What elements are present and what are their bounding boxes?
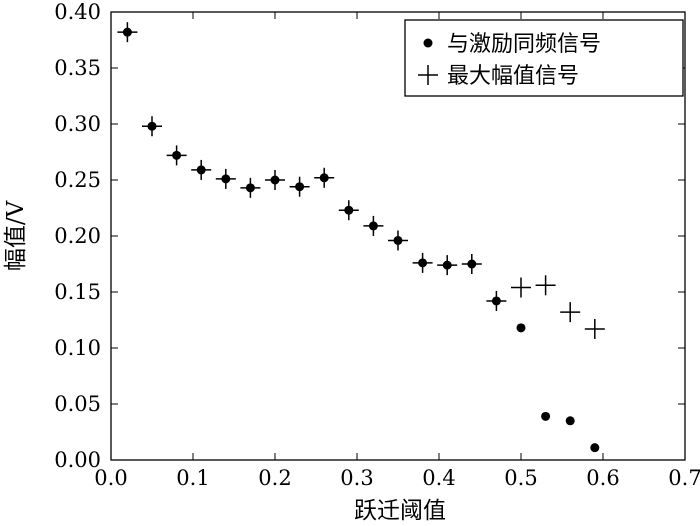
data-point-plus: [166, 145, 187, 166]
data-point-plus: [388, 230, 408, 251]
x-tick-label: 0.7: [668, 466, 700, 490]
y-tick-label: 0.00: [54, 448, 101, 472]
y-tick-label: 0.15: [54, 280, 101, 304]
legend-box: [404, 19, 684, 97]
y-axis-label: 幅值/V: [3, 200, 29, 271]
y-tick-label: 0.35: [54, 56, 101, 80]
data-point-dot: [541, 411, 551, 421]
legend-label-series-2: 最大幅值信号: [447, 64, 579, 89]
data-point-dot: [565, 416, 575, 426]
data-point-plus: [437, 255, 458, 276]
data-point-plus: [511, 277, 531, 298]
x-tick-label: 0.2: [258, 466, 291, 490]
y-tick-label: 0.25: [54, 168, 101, 192]
data-point-dot: [590, 443, 600, 453]
x-tick-label: 0.6: [586, 466, 619, 490]
data-point-plus: [240, 177, 261, 198]
x-tick-label: 0.4: [422, 466, 455, 490]
legend: 与激励同频信号 最大幅值信号: [404, 19, 684, 97]
data-point-plus: [117, 22, 138, 43]
data-point-plus: [265, 170, 285, 190]
plot-axes: 0.0 0.1 0.2 0.3 0.4 0.5 0.6 0.7 0.00 0.05 0.10 0.15…: [54, 0, 700, 490]
data-point-plus: [191, 159, 212, 180]
legend-label-series-1: 与激励同频信号: [447, 32, 601, 57]
x-tick-label: 0.0: [94, 466, 127, 490]
data-point-plus: [363, 215, 384, 236]
y-tick-label: 0.40: [54, 0, 101, 24]
data-point-plus: [289, 176, 310, 197]
data-point-plus: [314, 167, 335, 188]
x-tick-label: 0.1: [176, 466, 209, 490]
y-tick-label: 0.20: [54, 224, 101, 248]
data-point-plus: [535, 275, 556, 296]
data-point-plus: [560, 302, 581, 323]
data-marks: [117, 22, 605, 453]
y-tick-label: 0.30: [54, 112, 101, 136]
data-point-plus: [461, 254, 482, 274]
data-point-plus: [142, 116, 162, 137]
x-tick-label: 0.3: [340, 466, 373, 490]
legend-marker-dot: [423, 38, 433, 48]
data-point-dot: [516, 323, 526, 333]
data-point-plus: [584, 318, 605, 339]
data-point-plus: [215, 168, 236, 189]
y-tick-label: 0.10: [54, 336, 101, 360]
x-tick-label: 0.5: [504, 466, 537, 490]
data-point-plus: [412, 252, 433, 273]
data-point-plus: [338, 200, 359, 221]
x-axis-label: 跃迁阈值: [354, 498, 446, 524]
y-tick-label: 0.05: [54, 392, 101, 416]
data-point-plus: [486, 290, 507, 311]
